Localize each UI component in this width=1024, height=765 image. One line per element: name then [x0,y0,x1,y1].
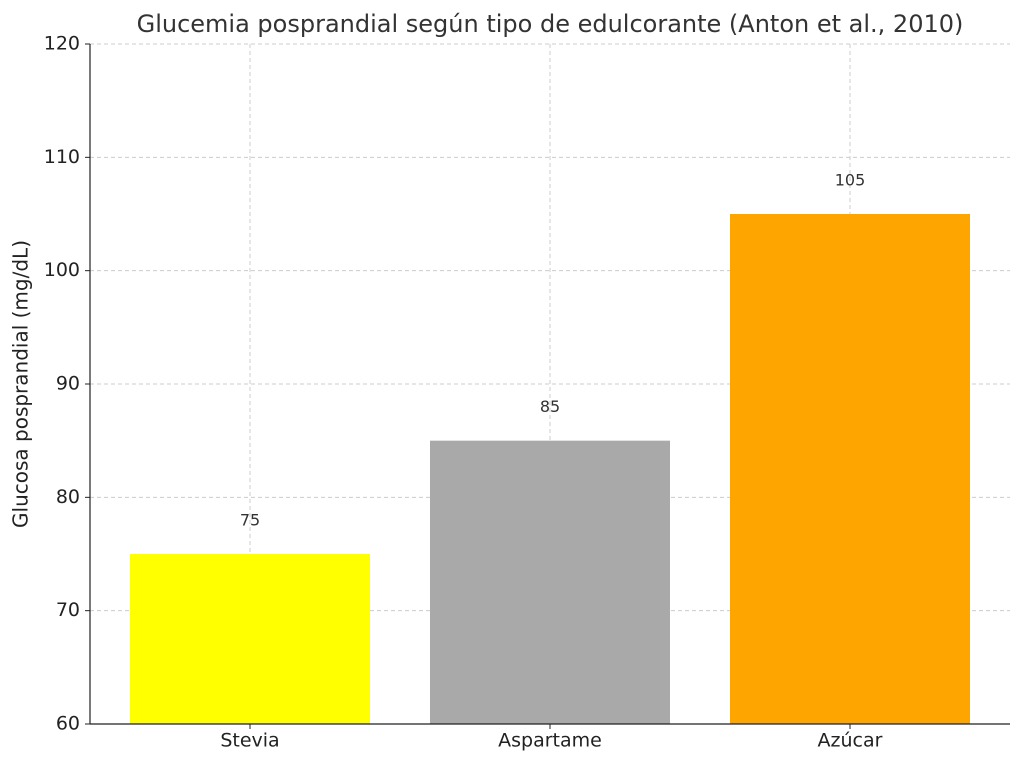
bar [430,440,670,724]
y-tick-label: 90 [56,373,80,395]
chart-title: Glucemia posprandial según tipo de edulc… [137,10,964,38]
x-tick-label: Stevia [220,730,279,752]
bar [729,214,970,724]
value-label: 75 [240,511,260,530]
x-tick-label: Azúcar [818,730,883,752]
x-tick-label: Aspartame [498,730,602,752]
value-label: 85 [540,397,560,416]
y-axis-label: Glucosa posprandial (mg/dL) [9,240,33,528]
y-tick-label: 80 [56,486,80,508]
y-tick-label: 70 [56,599,80,621]
value-label: 105 [835,171,866,190]
y-tick-label: 60 [56,713,80,735]
y-tick-label: 100 [44,259,80,281]
y-tick-label: 110 [44,146,80,168]
bar [130,554,371,724]
y-tick-label: 120 [44,33,80,55]
